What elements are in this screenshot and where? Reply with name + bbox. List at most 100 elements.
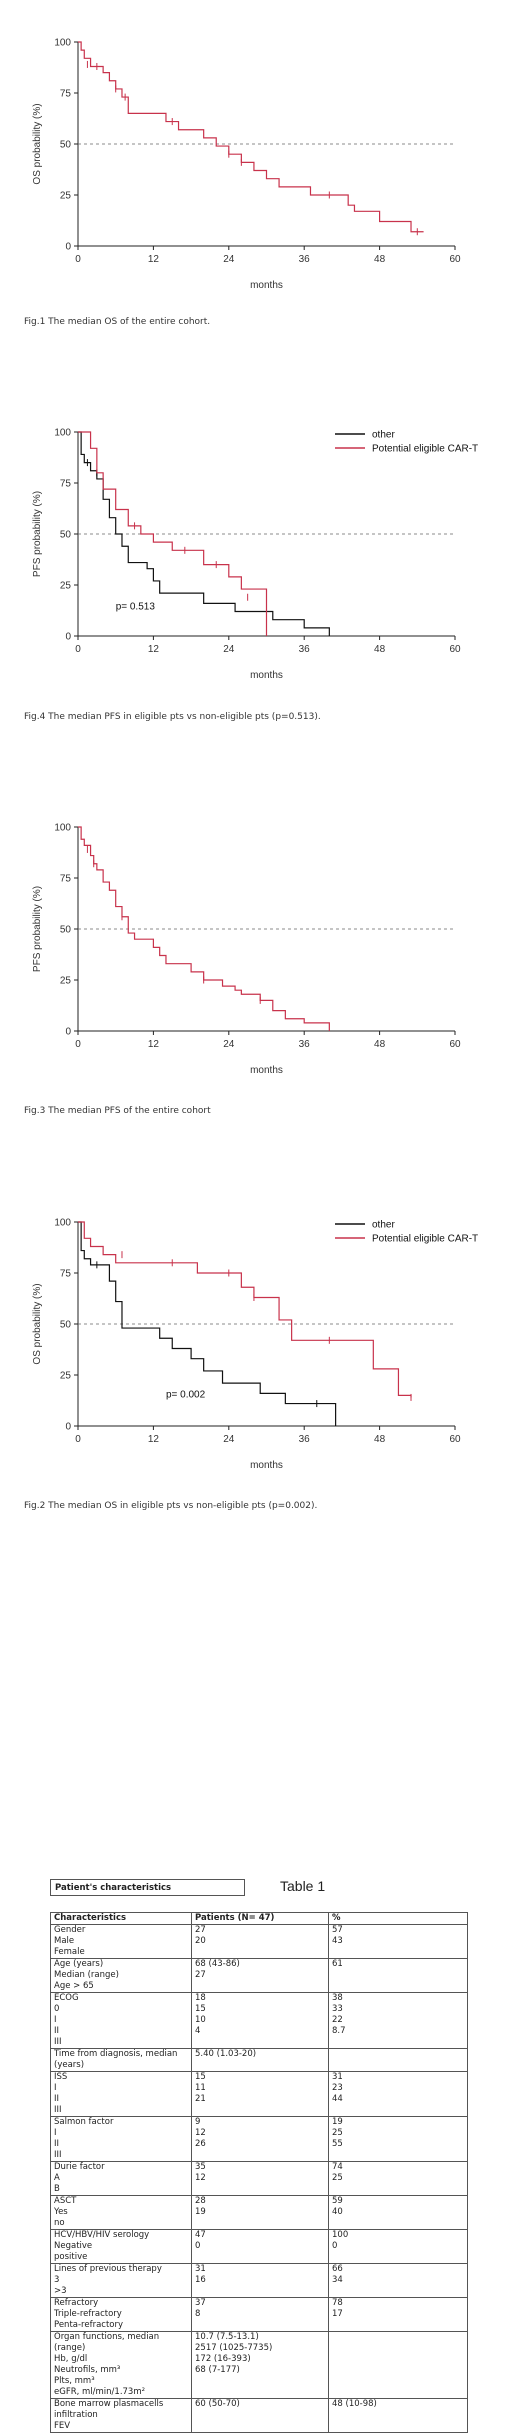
table-row: Organ functions, median (range) Hb, g/dl Ne…	[50, 2331, 468, 2399]
table-cell-c2: 28 19	[191, 2195, 329, 2230]
table-cell-line: 27	[195, 1925, 206, 1935]
table-row: ECOG 0 I II III 18 15 10 4 38 33 22 8.7	[50, 1992, 468, 2049]
table-cell-c3: 74 25	[328, 2161, 468, 2196]
table-cell-line: 12	[195, 2128, 206, 2138]
table-body: Gender Male Female 27 20 57 43 Age (years) Me…	[50, 1924, 468, 2433]
table-cell-line: 44	[332, 2094, 343, 2104]
table-cell-line: Hb, g/dl	[54, 2354, 88, 2364]
table-cell-line: B	[54, 2184, 60, 2194]
table-cell-line: Female	[54, 1947, 85, 1957]
series-line-0	[78, 41, 424, 233]
y-tick-label: 0	[65, 632, 71, 643]
chart-fig1: 0 12 24 36 48 60 0 25 50 75 100 months OS probabilit…	[0, 30, 520, 310]
table-cell-line: (range)	[54, 2343, 86, 2353]
table-cell-c3: 48 (10-98)	[328, 2398, 468, 2433]
table-cell-line: 0	[195, 2241, 201, 2251]
table-row: Refractory Triple-refractory Penta-refract…	[50, 2297, 468, 2332]
table-cell-line: 5.40 (1.03-20)	[195, 2049, 257, 2059]
y-tick-label: 100	[54, 38, 71, 49]
table-cell-line: 18	[195, 1993, 206, 2003]
y-tick-label: 0	[65, 242, 71, 253]
table-cell-line: 68 (7-177)	[195, 2365, 240, 2375]
table-cell-line: II	[54, 2139, 60, 2149]
series-line-1	[78, 1221, 412, 1398]
table-cell-c1: HCV/HBV/HIV serology Negative positive	[50, 2229, 192, 2264]
table-cell-c3	[328, 2331, 468, 2399]
chart-fig4: 0 12 24 36 48 60 0 25 50 75 100 months PFS probabili…	[0, 420, 520, 700]
table-cell-line: 27	[195, 1970, 206, 1980]
x-axis-label: months	[250, 670, 283, 681]
table-cell-line: II	[54, 2094, 60, 2104]
table-cell-line: Age > 65	[54, 1981, 94, 1991]
y-tick-label: 50	[60, 925, 72, 936]
y-tick-label: 75	[60, 89, 72, 100]
table-cell-line: Plts, mm³	[54, 2376, 95, 2386]
table-cell-c2: 47 0	[191, 2229, 329, 2264]
table-cell-line: 48 (10-98)	[332, 2399, 377, 2409]
table-cell-line: Neutrofils, mm³	[54, 2365, 121, 2375]
y-axis-label: OS probability (%)	[32, 103, 43, 184]
header-patients: Patients (N= 47)	[191, 1912, 329, 1925]
y-tick-label: 75	[60, 479, 72, 490]
table-cell-line: 25	[332, 2128, 343, 2138]
x-tick-label: 36	[299, 1434, 311, 1445]
km-plot-fig2: 0 12 24 36 48 60 0 25 50 75 100 months OS probabilit…	[32, 1218, 478, 1472]
legend-label: Potential eligible CAR-T	[372, 444, 478, 455]
x-axis-label: months	[250, 1065, 283, 1076]
table-cell-line: 23	[332, 2083, 343, 2093]
table-cell-line: 19	[332, 2117, 343, 2127]
table-cell-c3: 78 17	[328, 2297, 468, 2332]
table-cell-c1: ECOG 0 I II III	[50, 1992, 192, 2049]
table-cell-line: Lines of previous therapy	[54, 2264, 162, 2274]
x-tick-label: 48	[374, 1039, 386, 1050]
table-cell-line: 74	[332, 2162, 343, 2172]
table-cell-c1: Time from diagnosis, median (years)	[50, 2048, 192, 2072]
table-cell-c1: Durie factor A B	[50, 2161, 192, 2196]
table-cell-c1: Salmon factor I II III	[50, 2116, 192, 2162]
table-cell-c2: 27 20	[191, 1924, 329, 1959]
table-cell-line: 100	[332, 2230, 349, 2240]
table-cell-line: 31	[332, 2072, 343, 2082]
table-cell-c1: Bone marrow plasmacells infiltration FEV	[50, 2398, 192, 2433]
table-cell-c3: 61	[328, 1958, 468, 1993]
x-tick-label: 12	[148, 1039, 160, 1050]
table-cell-line: Time from diagnosis, median	[54, 2049, 178, 2059]
table-cell-line: Male	[54, 1936, 75, 1946]
table-cell-line: I	[54, 2128, 57, 2138]
table-cell-c1: ISS I II III	[50, 2071, 192, 2117]
table-cell-line: Bone marrow plasmacells	[54, 2399, 164, 2409]
table-cell-c2: 68 (43-86) 27	[191, 1958, 329, 1993]
table-cell-c3: 31 23 44	[328, 2071, 468, 2117]
table-cell-line: >3	[54, 2286, 67, 2296]
table-cell-line: 8.7	[332, 2026, 346, 2036]
table-cell-line: HCV/HBV/HIV serology	[54, 2230, 150, 2240]
table-title-box: Patient's characteristics	[50, 1879, 245, 1896]
table-label: Table 1	[280, 1878, 326, 1894]
p-value-label: p= 0.002	[166, 1389, 206, 1400]
km-plot-fig3: 0 12 24 36 48 60 0 25 50 75 100 months PFS probabili…	[32, 823, 461, 1077]
x-tick-label: 60	[449, 254, 461, 265]
table-cell-line: no	[54, 2218, 65, 2228]
table-cell-line: 47	[195, 2230, 206, 2240]
y-tick-label: 50	[60, 1320, 72, 1331]
header-characteristics: Characteristics	[50, 1912, 192, 1925]
table-cell-line: 17	[332, 2309, 343, 2319]
table-cell-line: 26	[195, 2139, 206, 2149]
table-cell-c2: 10.7 (7.5-13.1) 2517 (1025-7735) 172 (16-3…	[191, 2331, 329, 2399]
table-cell-line: 43	[332, 1936, 343, 1946]
table-cell-line: 12	[195, 2173, 206, 2183]
table-cell-line: positive	[54, 2252, 88, 2262]
table-cell-line: 10	[195, 2015, 206, 2025]
table-cell-line: 57	[332, 1925, 343, 1935]
table-cell-line: Gender	[54, 1925, 86, 1935]
x-tick-label: 48	[374, 1434, 386, 1445]
table-cell-line: 20	[195, 1936, 206, 1946]
x-tick-label: 48	[374, 644, 386, 655]
patient-characteristics-table: Characteristics Patients (N= 47) % Gende…	[50, 1912, 468, 2433]
table-header-row: Characteristics Patients (N= 47) %	[50, 1912, 468, 1925]
table-row: Age (years) Median (range) Age > 65 68 (4…	[50, 1958, 468, 1993]
table-cell-line: Triple-refractory	[54, 2309, 122, 2319]
table-cell-line: 38	[332, 1993, 343, 2003]
table-cell-line: Median (range)	[54, 1970, 119, 1980]
x-tick-label: 24	[223, 254, 235, 265]
